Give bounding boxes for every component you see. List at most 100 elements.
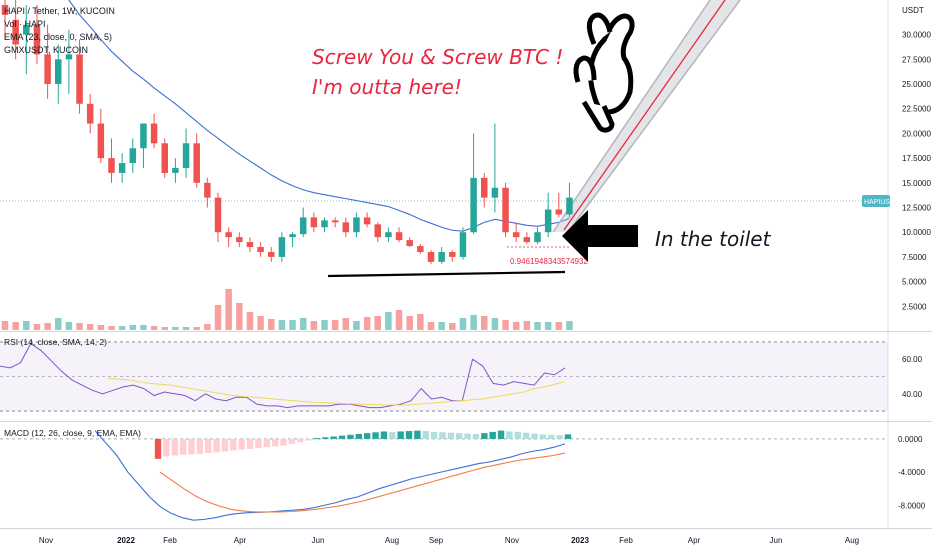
candle[interactable] xyxy=(97,108,105,164)
volume-bar xyxy=(140,325,147,330)
candle[interactable] xyxy=(299,207,307,238)
rsi-pane[interactable]: RSI (14, close, SMA, 14, 2) 60.00 40.00 xyxy=(0,337,923,412)
candle[interactable] xyxy=(12,0,19,60)
price-tick-label: 20.0000 xyxy=(902,129,931,138)
toilet-annotation[interactable]: In the toilet xyxy=(655,227,772,251)
candle[interactable] xyxy=(278,232,286,262)
candle[interactable] xyxy=(555,192,563,218)
candle[interactable] xyxy=(193,133,200,188)
candle[interactable] xyxy=(385,227,392,243)
volume-bar xyxy=(23,321,30,330)
candle[interactable] xyxy=(353,212,360,238)
candle[interactable] xyxy=(182,128,190,178)
candle[interactable] xyxy=(534,227,541,245)
candle[interactable] xyxy=(257,242,264,257)
candle[interactable] xyxy=(204,177,211,208)
symbol-legend[interactable]: HAPI / Tether, 1W, KUCOIN xyxy=(4,6,115,16)
price-axis[interactable]: 30.0000 27.5000 25.0000 22.5000 20.0000 17.50… xyxy=(902,31,931,312)
candle[interactable] xyxy=(172,158,179,183)
volume-legend[interactable]: Vol · HAPI xyxy=(4,19,46,29)
macd-histogram-bar xyxy=(230,438,237,451)
candle[interactable] xyxy=(310,212,318,233)
candle[interactable] xyxy=(214,192,222,243)
volume-bar xyxy=(12,322,19,330)
rising-channel-drawing[interactable] xyxy=(552,0,741,233)
candle[interactable] xyxy=(129,138,137,173)
candle[interactable] xyxy=(33,5,41,65)
candle[interactable] xyxy=(268,247,275,262)
candle[interactable] xyxy=(108,138,115,183)
macd-line xyxy=(94,430,566,521)
candle[interactable] xyxy=(481,172,488,208)
candle[interactable] xyxy=(491,123,499,213)
candle[interactable] xyxy=(449,249,456,262)
candle[interactable] xyxy=(246,237,254,252)
candle[interactable] xyxy=(118,153,126,183)
candle[interactable] xyxy=(544,192,552,238)
candle[interactable] xyxy=(86,93,94,134)
candle[interactable] xyxy=(374,222,382,243)
candle[interactable] xyxy=(44,24,51,99)
candle[interactable] xyxy=(65,29,73,94)
candle-body xyxy=(129,148,137,164)
volume-bar xyxy=(129,325,137,330)
candlesticks[interactable] xyxy=(1,0,573,264)
rsi-axis: 60.00 40.00 xyxy=(902,355,923,399)
compare-legend[interactable]: GMXUSDT, KUCOIN xyxy=(4,45,88,55)
candle[interactable] xyxy=(150,113,158,149)
candle[interactable] xyxy=(512,222,520,243)
candle-body xyxy=(502,187,509,233)
macd-histogram-bar xyxy=(522,432,530,439)
arrow-left-icon[interactable] xyxy=(562,210,638,262)
support-line-drawing[interactable] xyxy=(327,270,566,278)
candle[interactable] xyxy=(1,0,9,40)
macd-histogram-bar xyxy=(556,435,563,439)
ema-legend[interactable]: EMA (23, close, 0, SMA, 5) xyxy=(4,32,112,42)
candle[interactable] xyxy=(76,39,83,114)
candle[interactable] xyxy=(225,227,232,248)
candle[interactable] xyxy=(470,133,477,235)
candle-body xyxy=(55,59,62,85)
candle[interactable] xyxy=(289,232,296,248)
candle[interactable] xyxy=(161,138,169,178)
macd-legend[interactable]: MACD (12, 26, close, 9, EMA, EMA) xyxy=(4,428,141,438)
candle[interactable] xyxy=(406,237,413,248)
candle[interactable] xyxy=(417,244,424,254)
volume-bar xyxy=(182,327,190,330)
candle[interactable] xyxy=(55,44,62,104)
signal-line xyxy=(159,452,566,513)
macd-pane[interactable]: MACD (12, 26, close, 9, EMA, EMA) 0.0000… xyxy=(0,428,926,521)
candle-body xyxy=(417,246,424,252)
candle[interactable] xyxy=(566,182,573,218)
candle-body xyxy=(118,163,126,173)
candle[interactable] xyxy=(502,182,509,238)
candle[interactable] xyxy=(23,5,30,75)
candle[interactable] xyxy=(395,227,403,243)
rsi-legend[interactable]: RSI (14, close, SMA, 14, 2) xyxy=(4,337,107,347)
candle[interactable] xyxy=(427,249,435,264)
middle-finger-hand-icon[interactable] xyxy=(573,12,635,133)
macd-histogram-bar xyxy=(221,438,229,452)
candle[interactable] xyxy=(459,227,467,260)
macd-histogram-bar xyxy=(439,432,446,439)
candle[interactable] xyxy=(363,212,371,228)
volume-bar xyxy=(268,319,275,330)
time-axis[interactable]: Nov 2022 Feb Apr Jun Aug Sep Nov 2023 Feb Apr Jun Au… xyxy=(39,536,859,545)
candle-body xyxy=(566,197,573,215)
candle[interactable] xyxy=(140,123,147,168)
volume-bar xyxy=(331,320,339,330)
candle[interactable] xyxy=(342,217,350,238)
macd-histogram-bar xyxy=(305,438,312,441)
candle[interactable] xyxy=(331,217,339,228)
macd-histogram-bar xyxy=(188,438,195,455)
candle[interactable] xyxy=(523,232,531,245)
macd-histogram-bar xyxy=(380,431,388,439)
headline-annotation-2[interactable]: I'm outta here! xyxy=(312,75,462,99)
candle[interactable] xyxy=(321,217,328,233)
candle[interactable] xyxy=(236,232,243,248)
candle[interactable] xyxy=(438,247,445,264)
headline-annotation-1[interactable]: Screw You & Screw BTC ! xyxy=(312,45,563,69)
price-tick-label: 25.0000 xyxy=(902,80,931,89)
candle-body xyxy=(459,232,467,257)
